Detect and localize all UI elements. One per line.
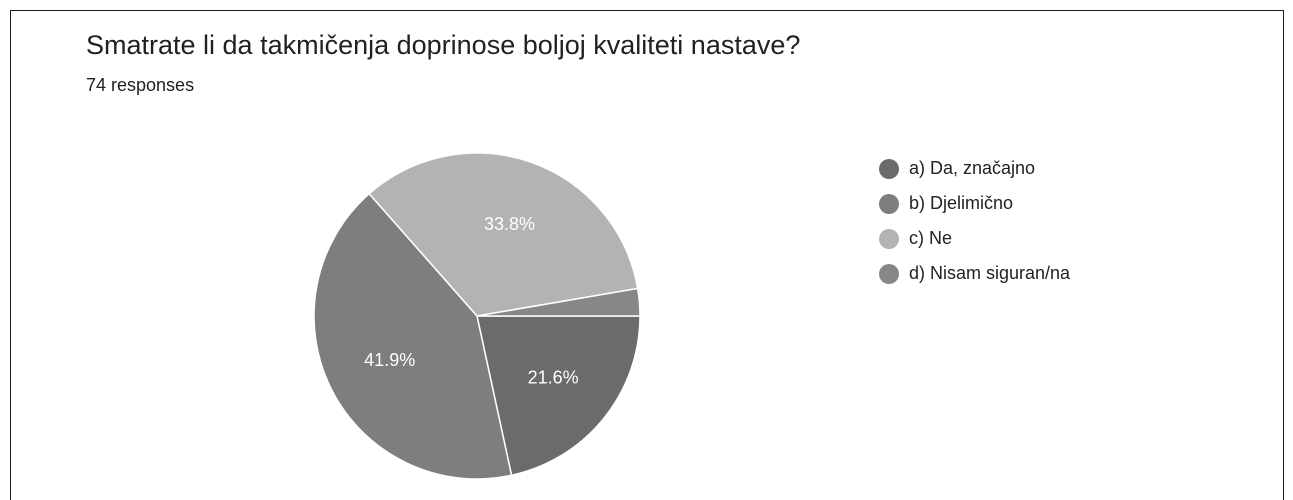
slice-percent-label: 41.9%	[364, 350, 415, 370]
chart-legend: a) Da, značajno b) Djelimično c) Ne d) N…	[879, 151, 1070, 291]
question-card: Smatrate li da takmičenja doprinose bolj…	[10, 10, 1284, 500]
legend-item-da-znacajno[interactable]: a) Da, značajno	[879, 151, 1070, 186]
legend-item-djelimicno[interactable]: b) Djelimično	[879, 186, 1070, 221]
legend-swatch-da-znacajno	[879, 158, 899, 179]
legend-swatch-djelimicno	[879, 193, 899, 214]
legend-label: b) Djelimično	[909, 193, 1014, 213]
pie-chart: 21.6% 41.9% 33.8%	[313, 152, 641, 480]
slice-nisam-siguran[interactable]	[476, 287, 641, 317]
slice-ne[interactable]	[368, 152, 639, 317]
response-count: 74 responses	[86, 75, 195, 95]
legend-swatch-nisam-siguran	[879, 263, 899, 284]
slice-percent-label: 21.6%	[528, 367, 579, 387]
legend-item-ne[interactable]: c) Ne	[879, 221, 1070, 256]
legend-label: d) Nisam siguran/na	[909, 263, 1071, 283]
slice-percent-label: 33.8%	[484, 214, 535, 234]
legend-label: a) Da, značajno	[909, 158, 1036, 178]
question-title: Smatrate li da takmičenja doprinose bolj…	[86, 30, 801, 60]
legend-label: c) Ne	[909, 228, 953, 248]
slice-djelimicno[interactable]	[313, 192, 513, 480]
slice-da-znacajno[interactable]	[476, 315, 641, 477]
legend-swatch-ne	[879, 228, 899, 249]
legend-item-nisam-siguran[interactable]: d) Nisam siguran/na	[879, 256, 1070, 291]
